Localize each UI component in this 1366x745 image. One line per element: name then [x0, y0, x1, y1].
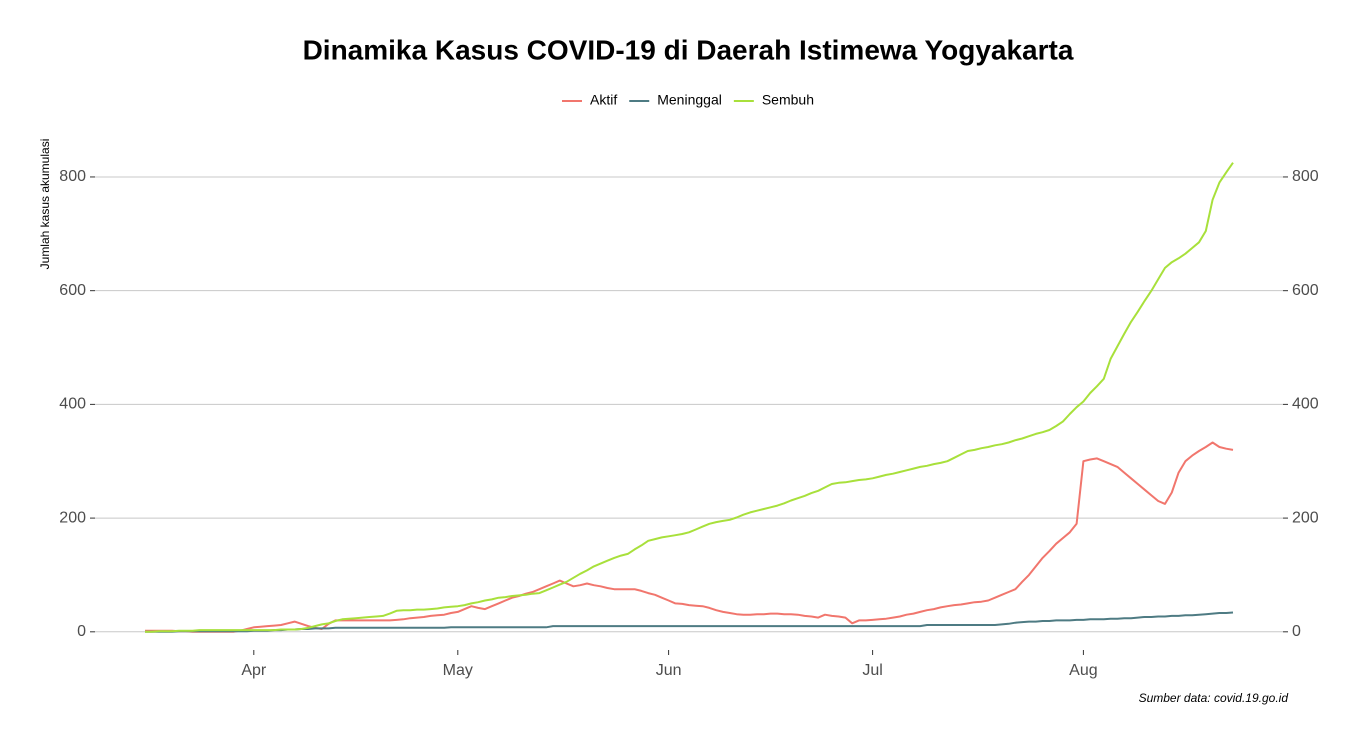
y-tick-label: 400 — [59, 396, 86, 413]
y-tick-label: 0 — [77, 623, 86, 640]
series-line — [145, 441, 1234, 633]
series-line — [145, 162, 1234, 633]
legend-item: Aktif — [562, 92, 617, 108]
chart-title: Dinamika Kasus COVID-19 di Daerah Istime… — [303, 34, 1074, 65]
x-tick-label: May — [443, 662, 473, 679]
x-tick-label: Aug — [1069, 662, 1097, 679]
y-tick-label: 600 — [59, 282, 86, 299]
legend: Aktif Meninggal Sembuh — [562, 92, 814, 108]
legend-label: Meninggal — [657, 92, 722, 108]
legend-label: Aktif — [590, 92, 617, 108]
x-tick-label: Jul — [862, 662, 882, 679]
y2-tick-label: 400 — [1292, 396, 1319, 413]
y-tick-label: 800 — [59, 168, 86, 185]
legend-item: Sembuh — [733, 92, 814, 108]
x-tick-label: Apr — [241, 662, 267, 679]
legend-item: Meninggal — [629, 92, 722, 108]
y-axis-label: Jumlah kasus akumulasi — [38, 139, 52, 270]
y2-tick-label: 600 — [1292, 282, 1319, 299]
y2-tick-label: 200 — [1292, 509, 1319, 526]
x-tick-label: Jun — [656, 662, 682, 679]
legend-label: Sembuh — [762, 92, 814, 108]
series-line — [145, 611, 1234, 633]
y2-tick-label: 0 — [1292, 623, 1301, 640]
caption: Sumber data: covid.19.go.id — [1139, 691, 1289, 705]
y-tick-label: 200 — [59, 509, 86, 526]
y2-tick-label: 800 — [1292, 168, 1319, 185]
